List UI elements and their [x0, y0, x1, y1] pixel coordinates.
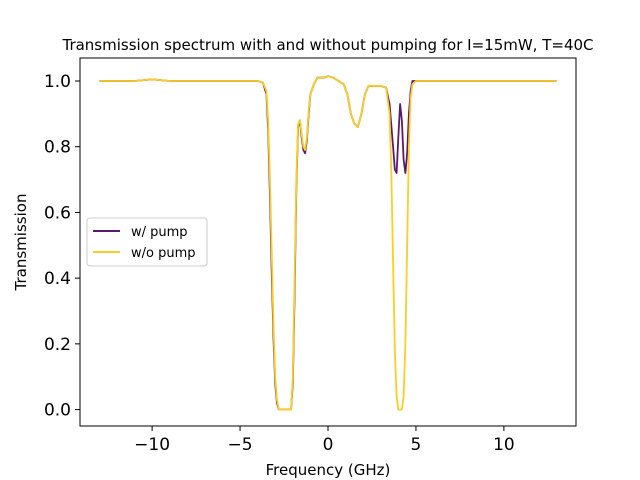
y-tick-label: 1.0: [44, 72, 71, 92]
y-tick-label: 0.6: [44, 203, 71, 223]
x-tick-label: −5: [228, 435, 253, 455]
x-axis-label: Frequency (GHz): [266, 461, 391, 479]
y-axis-label: Transmission: [12, 194, 30, 292]
y-axis: 0.0 0.2 0.4 0.6 0.8 1.0: [44, 72, 80, 421]
series-line-w-o-pump: [99, 75, 557, 411]
y-tick-label: 0.8: [44, 138, 71, 158]
x-tick-label: 0: [323, 435, 334, 455]
y-tick-label: 0.2: [44, 335, 71, 355]
x-axis: −10 −5 0 5 10: [134, 426, 515, 455]
x-tick-label: 10: [493, 435, 515, 455]
y-tick-label: 0.0: [44, 401, 71, 421]
chart-title: Transmission spectrum with and without p…: [61, 36, 593, 54]
plot-lines: [99, 75, 557, 411]
legend: w/ pump w/o pump: [86, 217, 208, 267]
legend-label-wo-pump: w/o pump: [131, 246, 196, 261]
legend-label-w-pump: w/ pump: [131, 225, 188, 240]
x-tick-label: −10: [134, 435, 170, 455]
x-tick-label: 5: [411, 435, 422, 455]
y-tick-label: 0.4: [44, 269, 71, 289]
